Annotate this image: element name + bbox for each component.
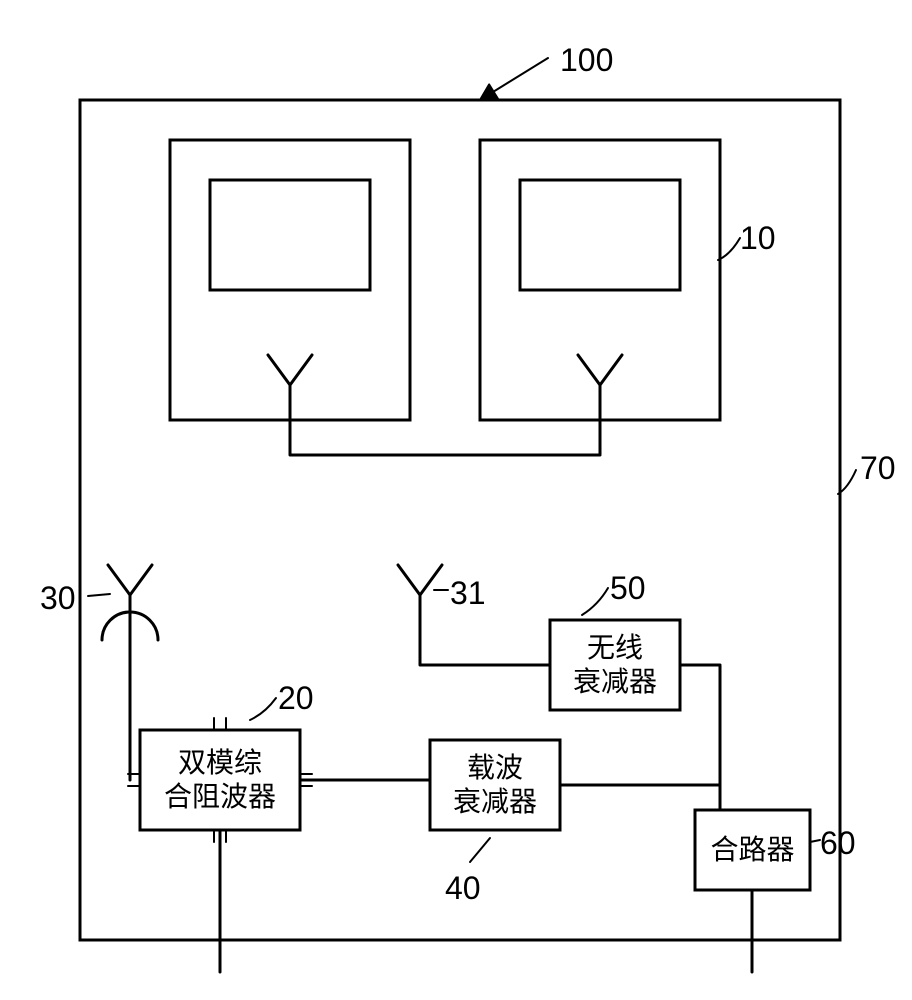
ref-label-20: 20 [278,680,314,717]
node-carrier-attenuator: 载波 衰减器 [430,740,560,830]
ref-label-30: 30 [40,580,76,617]
node-wireless-attenuator: 无线 衰减器 [550,620,680,710]
node-combiner: 合路器 [695,810,810,890]
ref-label-40: 40 [445,870,481,907]
ref-label-10: 10 [740,220,776,257]
ref-label-31: 31 [450,575,486,612]
ref-label-100: 100 [560,42,613,79]
node-dual-mode: 双模综 合阻波器 [140,730,300,830]
ref-label-50: 50 [610,570,646,607]
diagram-stage: 70 100 10 30 31 双模综 合阻波器 20 载波 衰减器 40 无线 衰减器 50 合路器… [0,0,912,1000]
ref-label-70: 70 [860,450,896,487]
ref-label-60: 60 [820,825,856,862]
